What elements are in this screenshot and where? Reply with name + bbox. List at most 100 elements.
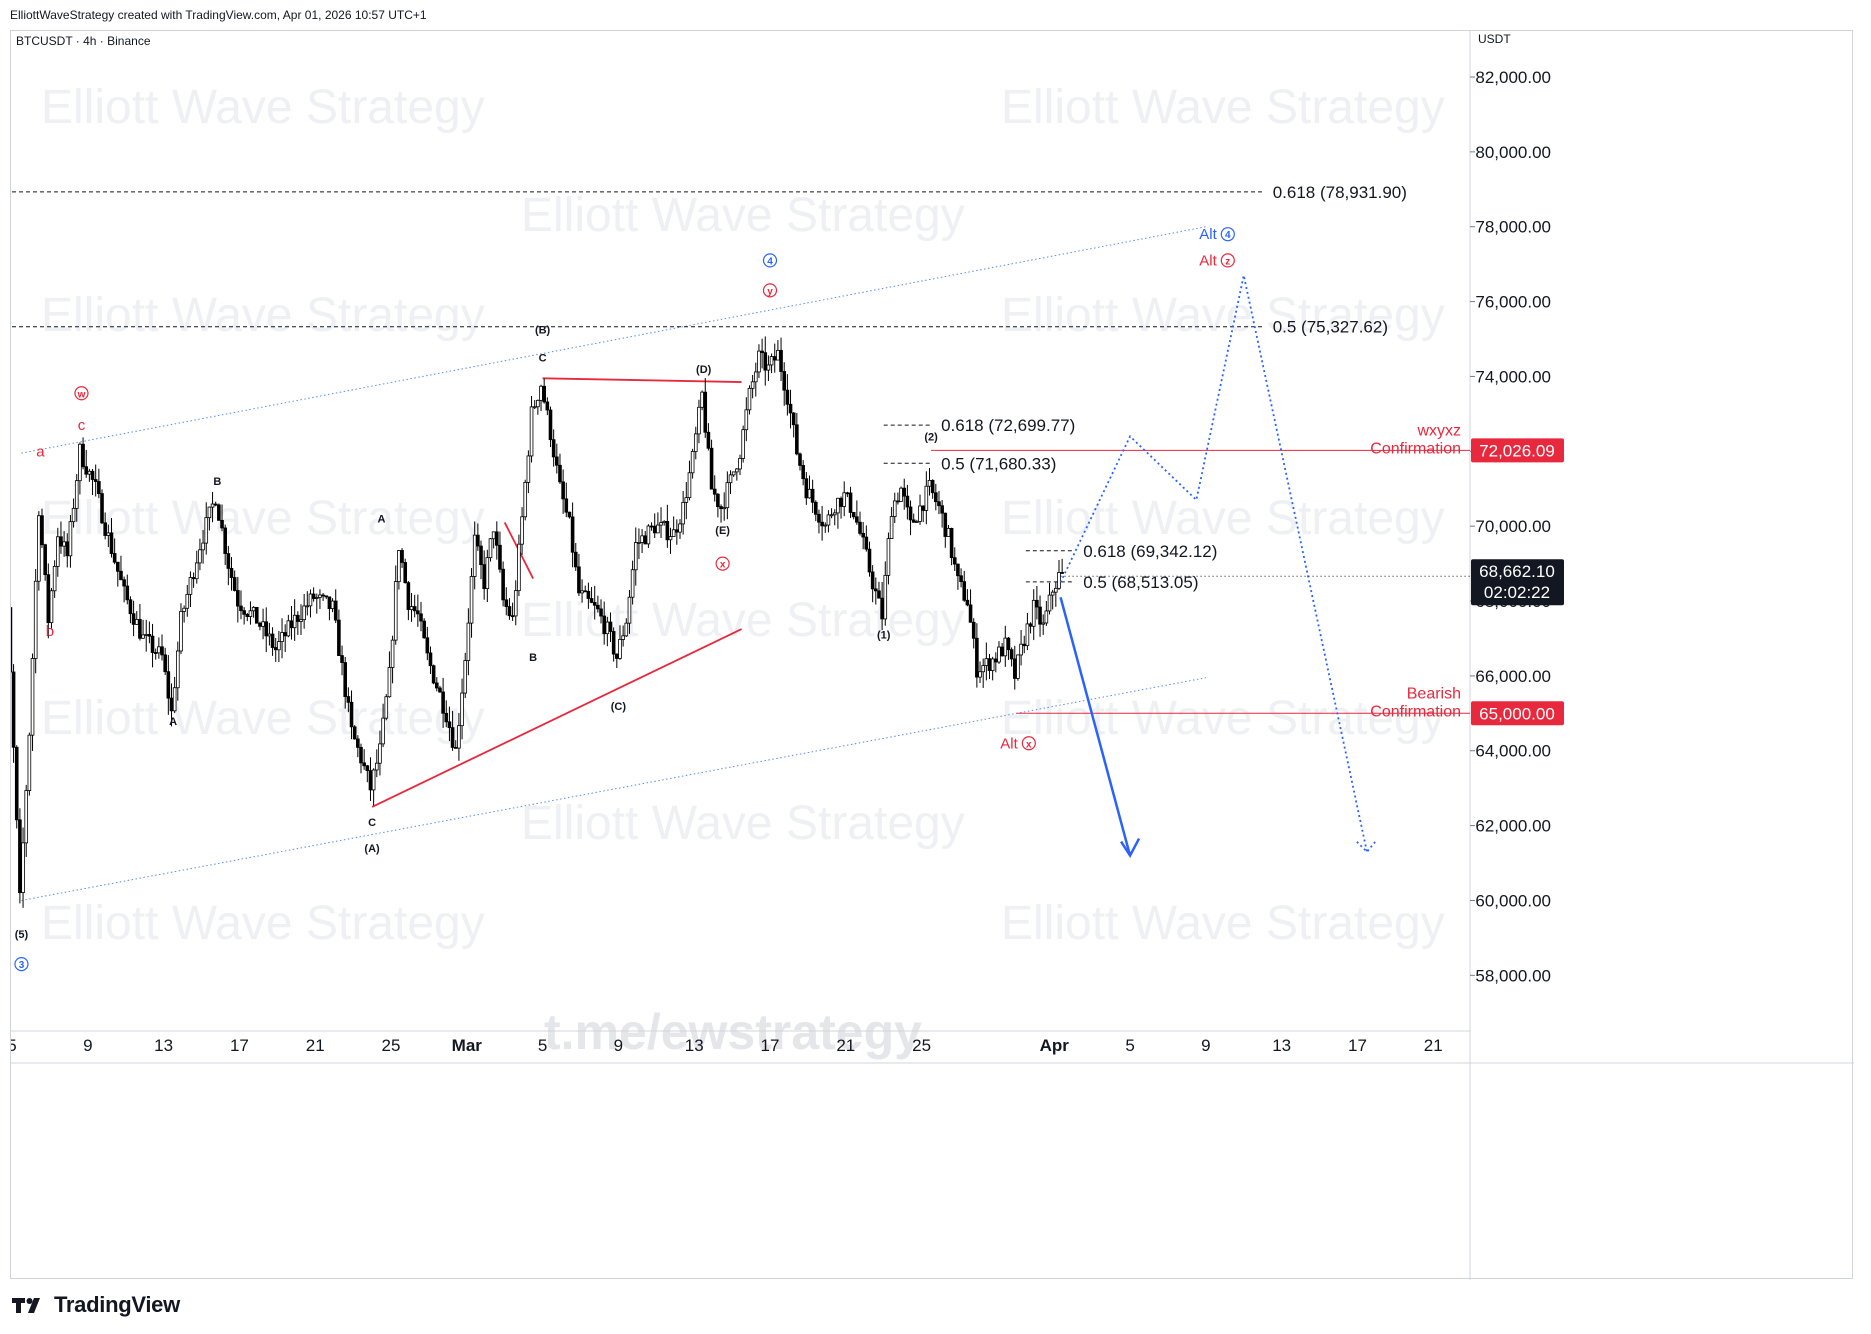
candle-body xyxy=(59,536,63,547)
candle-body xyxy=(217,504,221,521)
candle xyxy=(220,504,224,532)
candle xyxy=(693,426,698,460)
candle-body xyxy=(169,697,174,712)
candle xyxy=(403,558,408,584)
candle xyxy=(987,654,992,680)
candle-body xyxy=(684,497,689,503)
candle-body xyxy=(564,498,569,513)
candle xyxy=(810,479,815,513)
candle-body xyxy=(119,570,123,581)
candle-body xyxy=(21,842,25,893)
candle-body xyxy=(330,600,335,609)
candle-body xyxy=(693,433,698,452)
candle-body xyxy=(18,819,22,893)
candle xyxy=(1022,635,1027,654)
candle-body xyxy=(946,527,951,537)
candle xyxy=(709,439,714,490)
candle-body xyxy=(457,725,461,749)
candle-body xyxy=(504,599,509,607)
candle xyxy=(1060,558,1064,574)
candle-body xyxy=(11,607,13,673)
candle xyxy=(49,587,54,630)
candle xyxy=(305,591,310,616)
candle xyxy=(223,524,227,565)
candle xyxy=(434,677,439,692)
time-tick-label: 13 xyxy=(154,1036,173,1055)
candle-body xyxy=(826,514,831,526)
candle-body xyxy=(390,639,395,668)
candle-body xyxy=(558,464,562,483)
candle xyxy=(975,623,979,688)
candle xyxy=(277,630,281,663)
current-price-tag-bg xyxy=(1471,559,1564,606)
candle xyxy=(817,509,821,534)
candle-body xyxy=(532,406,537,409)
candle-body xyxy=(27,734,32,791)
candle xyxy=(823,522,828,533)
candle xyxy=(570,502,575,568)
candle-body xyxy=(858,521,862,534)
candle-body xyxy=(735,468,739,473)
time-tick-label: 9 xyxy=(1201,1036,1210,1055)
candle-body xyxy=(52,565,57,592)
candle xyxy=(551,429,556,467)
candle-body xyxy=(848,492,853,513)
candle-body xyxy=(239,605,243,612)
candle-body xyxy=(965,599,970,606)
tradingview-logo-icon xyxy=(12,1298,40,1313)
candle xyxy=(109,518,114,558)
candle xyxy=(788,389,793,429)
candle-body xyxy=(668,536,673,541)
watermark-text: Elliott Wave Strategy xyxy=(41,289,485,342)
candle-body xyxy=(829,514,834,517)
chart-frame: Elliott Wave Strategy Elliott Wave Strate… xyxy=(10,30,1854,1280)
candle-body xyxy=(864,536,869,550)
candle xyxy=(359,743,363,774)
candle-body xyxy=(915,521,919,523)
fib-level-label: 0.618 (72,699.77) xyxy=(941,416,1075,435)
candle xyxy=(141,619,145,639)
candle xyxy=(163,647,167,676)
candle xyxy=(621,625,625,647)
candle-body xyxy=(479,545,483,566)
price-chart[interactable]: Elliott Wave Strategy Elliott Wave Strate… xyxy=(11,31,1854,1280)
candle xyxy=(555,443,559,474)
candle-body xyxy=(567,511,572,518)
candle xyxy=(886,532,891,585)
candle xyxy=(308,589,313,618)
candle-body xyxy=(703,391,708,433)
watermark-text: Elliott Wave Strategy xyxy=(41,692,485,745)
candle xyxy=(482,550,486,600)
wave-label: 4 xyxy=(767,256,773,267)
candle xyxy=(349,690,354,740)
candle xyxy=(327,596,332,621)
candle-body xyxy=(520,516,524,545)
tradingview-logo[interactable]: TradingView xyxy=(12,1290,180,1320)
candle xyxy=(144,619,149,652)
candle xyxy=(321,593,325,602)
candle-body xyxy=(911,519,916,523)
candle xyxy=(927,467,932,496)
candle-body xyxy=(656,524,660,534)
structure-line xyxy=(371,628,742,808)
candle-body xyxy=(248,610,253,617)
price-tick-label: 60,000.00 xyxy=(1475,891,1551,910)
candle-body xyxy=(201,542,205,551)
candle-body xyxy=(179,610,183,652)
candle-body xyxy=(934,492,938,503)
candle xyxy=(637,528,641,560)
candle xyxy=(210,491,215,523)
candle-body xyxy=(191,577,196,580)
candle-body xyxy=(100,493,104,524)
candle xyxy=(564,482,569,518)
candle xyxy=(495,521,499,560)
candle xyxy=(340,645,344,676)
candle xyxy=(874,577,878,605)
wave-label: (A) xyxy=(364,843,380,855)
candle xyxy=(1044,601,1049,626)
candle xyxy=(1019,630,1023,666)
candle xyxy=(965,589,970,607)
candle xyxy=(807,475,812,499)
candle xyxy=(611,627,616,662)
candle xyxy=(1012,645,1017,690)
